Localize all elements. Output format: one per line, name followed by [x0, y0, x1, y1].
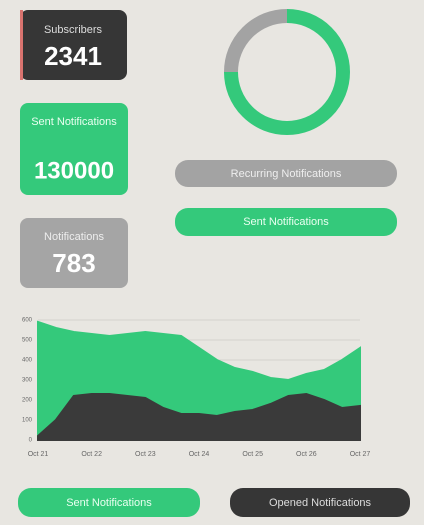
card [20, 218, 128, 288]
legend-button[interactable] [230, 488, 410, 517]
y-tick-label: 200 [22, 398, 33, 404]
area [37, 392, 361, 441]
card-label: Sent Notifications [31, 116, 117, 128]
legend-label: Opened Notifications [269, 497, 372, 509]
button-label: Sent Notifications [243, 216, 329, 228]
donut [224, 9, 350, 135]
x-tick-label: Oct 21 [28, 451, 49, 458]
card [20, 10, 127, 80]
card-value: 2341 [44, 41, 102, 71]
card-label: Subscribers [44, 24, 103, 36]
legend-button[interactable] [18, 488, 200, 517]
x-tick-label: Oct 22 [81, 451, 102, 458]
card-value: 130000 [34, 157, 114, 184]
y-tick-label: 600 [22, 318, 33, 324]
x-tick-label: Oct 23 [135, 451, 156, 458]
button[interactable] [175, 208, 397, 236]
y-tick-label: 300 [22, 378, 33, 384]
donut-segment [224, 9, 288, 73]
card-value: 783 [52, 248, 95, 278]
card-label: Notifications [44, 231, 104, 243]
button-label: Recurring Notifications [231, 168, 342, 180]
x-tick-label: Oct 25 [242, 451, 263, 458]
legend-label: Sent Notifications [66, 497, 152, 509]
area-chart: 0 100 200 300 400 500 600 Oct 21 Oct 22 Oct 23 Oct… [22, 318, 370, 458]
card-accent [20, 10, 23, 80]
x-tick-label: Oct 26 [296, 451, 317, 458]
y-tick-label: 400 [22, 358, 33, 364]
y-tick-label: 0 [29, 438, 33, 444]
y-tick-label: 100 [22, 418, 33, 424]
card-label-box: Sent Notifications [31, 116, 117, 128]
x-tick-label: Oct 24 [189, 451, 210, 458]
card [20, 103, 128, 195]
y-tick-label: 500 [22, 338, 33, 344]
x-tick-label: Oct 27 [350, 451, 371, 458]
donut-segment [224, 9, 350, 135]
button[interactable] [175, 160, 397, 187]
